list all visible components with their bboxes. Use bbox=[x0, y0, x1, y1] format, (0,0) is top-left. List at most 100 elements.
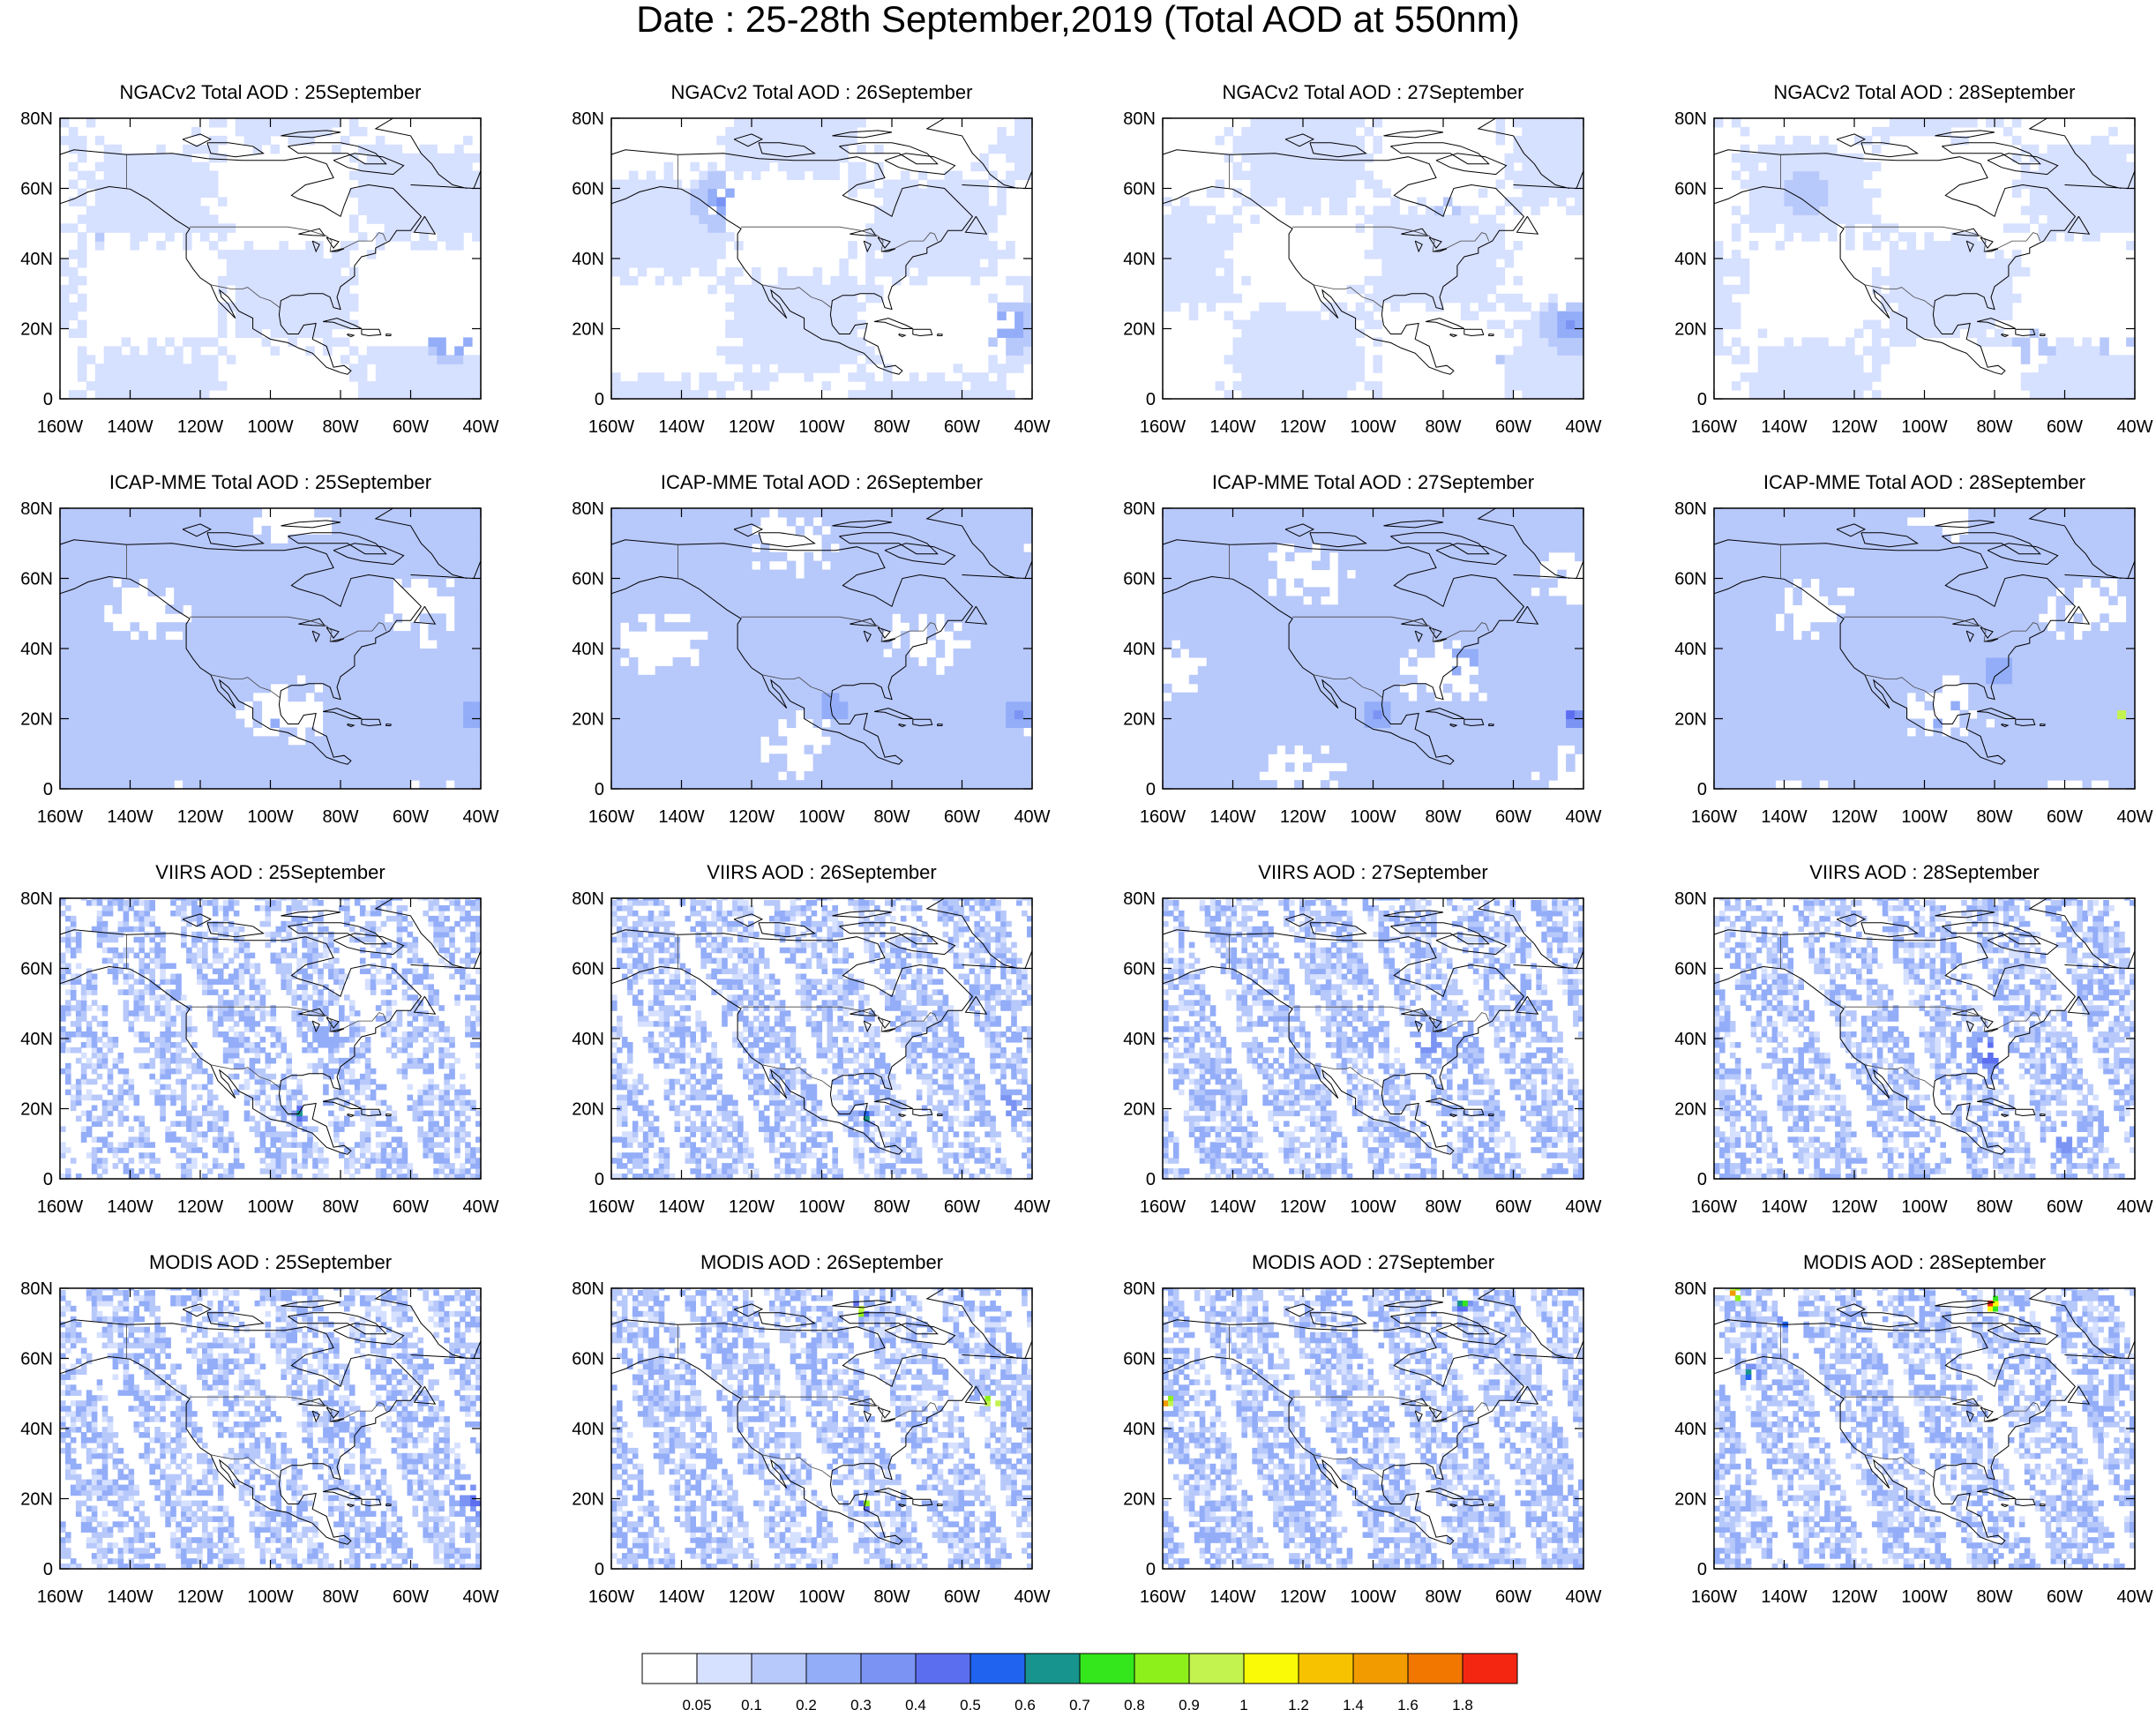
aod-cell bbox=[410, 736, 420, 746]
aod-cell bbox=[60, 596, 70, 605]
aod-cell bbox=[174, 587, 183, 596]
aod-cell bbox=[2038, 372, 2048, 382]
aod-cell bbox=[226, 508, 236, 518]
aod-cell bbox=[655, 709, 665, 720]
aod-cell bbox=[77, 578, 87, 588]
aod-cell bbox=[865, 390, 875, 399]
aod-cell bbox=[865, 293, 875, 304]
aod-cell bbox=[445, 640, 455, 649]
aod-cell bbox=[1924, 293, 1934, 304]
coastline-island bbox=[1425, 318, 1465, 329]
aod-cell bbox=[2064, 153, 2074, 163]
aod-cell bbox=[1522, 135, 1531, 146]
aod-cell bbox=[1478, 275, 1488, 286]
aod-cell bbox=[857, 337, 866, 347]
aod-cell bbox=[768, 284, 779, 295]
coastline-island bbox=[1987, 153, 2059, 176]
aod-cell bbox=[1793, 381, 1802, 391]
aod-cell bbox=[208, 596, 219, 605]
aod-cell bbox=[314, 780, 324, 789]
aod-cell bbox=[1014, 135, 1024, 146]
aod-cell bbox=[130, 701, 139, 711]
aod-cell bbox=[357, 508, 368, 518]
aod-cell bbox=[2108, 381, 2118, 391]
aod-cell bbox=[970, 745, 980, 754]
aod-cell bbox=[1933, 293, 1943, 304]
aod-cell bbox=[393, 525, 403, 536]
aod-cell bbox=[1757, 372, 1768, 382]
aod-cell bbox=[926, 197, 937, 206]
aod-cell bbox=[463, 525, 473, 536]
aod-cell bbox=[68, 543, 79, 553]
aod-cell bbox=[883, 197, 893, 206]
aod-cell bbox=[1784, 381, 1793, 391]
aod-cell bbox=[217, 534, 228, 544]
aod-cell bbox=[734, 718, 744, 728]
aod-cell bbox=[663, 718, 674, 728]
aod-cell bbox=[428, 560, 438, 571]
aod-cell bbox=[472, 622, 481, 632]
aod-cell bbox=[226, 780, 236, 789]
aod-cell bbox=[1959, 259, 1969, 268]
aod-cell bbox=[1399, 241, 1409, 251]
aod-cell bbox=[663, 754, 674, 763]
aod-cell bbox=[235, 622, 245, 632]
aod-cell bbox=[419, 569, 429, 580]
aod-cell bbox=[86, 596, 96, 605]
aod-cell bbox=[1014, 364, 1024, 373]
aod-cell bbox=[1215, 284, 1225, 295]
aod-cell bbox=[270, 613, 280, 623]
aod-cell bbox=[341, 736, 350, 746]
aod-cell bbox=[1959, 266, 1969, 277]
aod-cell bbox=[77, 727, 87, 737]
aod-cell bbox=[1469, 284, 1479, 295]
aod-cell bbox=[768, 118, 779, 128]
aod-cell bbox=[445, 516, 455, 527]
aod-cell bbox=[804, 284, 814, 295]
aod-cell bbox=[1215, 275, 1225, 286]
aod-cell bbox=[261, 762, 272, 772]
aod-cell bbox=[1871, 214, 1882, 224]
aod-cell bbox=[1373, 250, 1382, 259]
aod-cell bbox=[103, 631, 114, 641]
aod-cell bbox=[1014, 762, 1024, 772]
aod-cell bbox=[1871, 241, 1882, 251]
lon-tick-label: 140W bbox=[1209, 417, 1255, 437]
aod-cell bbox=[305, 771, 315, 781]
aod-cell bbox=[821, 727, 831, 737]
aod-cell bbox=[252, 534, 263, 544]
aod-cell bbox=[1373, 293, 1382, 304]
aod-cell bbox=[1513, 206, 1523, 215]
aod-cell bbox=[252, 701, 263, 711]
aod-cell bbox=[183, 560, 192, 571]
aod-cell bbox=[226, 674, 236, 685]
aod-cell bbox=[768, 337, 779, 347]
aod-cell bbox=[874, 390, 884, 399]
aod-cell bbox=[646, 381, 656, 391]
aod-cell bbox=[341, 508, 350, 518]
aod-cell bbox=[672, 232, 683, 242]
aod-cell bbox=[1557, 153, 1567, 163]
aod-cell bbox=[752, 126, 761, 137]
aod-cell bbox=[883, 206, 893, 215]
aod-cell bbox=[314, 604, 324, 614]
aod-cell bbox=[1364, 153, 1374, 163]
aod-cell bbox=[1294, 144, 1304, 154]
aod-cell bbox=[147, 516, 157, 527]
coastline-lake bbox=[1401, 228, 1429, 236]
aod-cell bbox=[1995, 266, 2004, 277]
aod-cell bbox=[112, 525, 123, 536]
aod-cell bbox=[472, 754, 481, 763]
aod-cell bbox=[1801, 144, 1811, 154]
aod-cell bbox=[357, 390, 368, 399]
aod-cell bbox=[1810, 337, 1820, 347]
aod-cell bbox=[454, 560, 464, 571]
aod-cell bbox=[130, 771, 139, 781]
aod-cell bbox=[68, 596, 79, 605]
aod-cell bbox=[917, 214, 928, 224]
aod-cell bbox=[962, 727, 971, 737]
aod-cell bbox=[86, 656, 96, 667]
aod-cell bbox=[463, 390, 473, 399]
aod-cell bbox=[857, 736, 866, 746]
aod-cell bbox=[174, 745, 183, 754]
